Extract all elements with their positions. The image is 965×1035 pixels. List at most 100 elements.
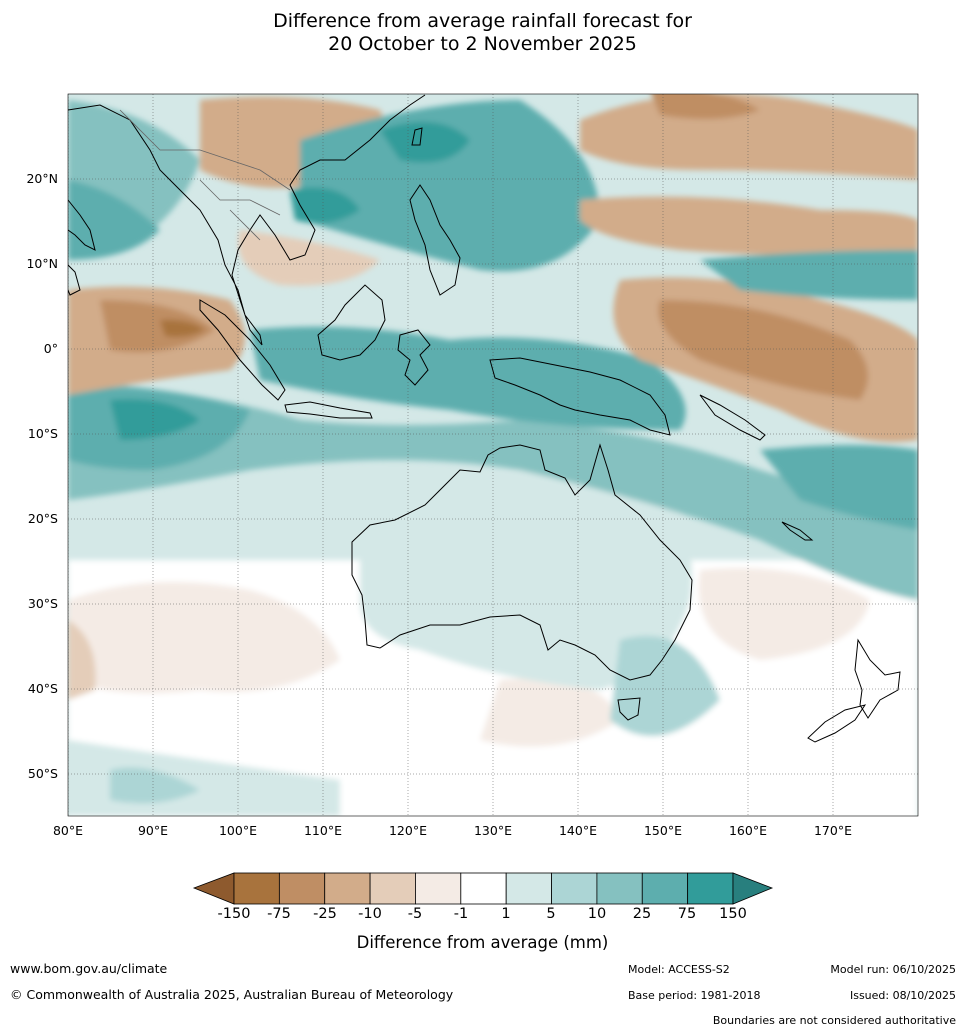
map-title-line2: 20 October to 2 November 2025 — [328, 33, 637, 55]
colorbar-box — [369, 872, 416, 905]
colorbar-label: 150 — [719, 906, 747, 922]
wet-max-south-china-sea — [290, 187, 360, 224]
lon-label-160e: 160°E — [728, 823, 767, 838]
website-link[interactable]: www.bom.gov.au/climate — [10, 961, 168, 976]
wet-west-pacific — [300, 100, 600, 272]
colorbar-label: -25 — [313, 906, 337, 922]
colorbar-box — [596, 872, 643, 905]
colorbar-label: -10 — [358, 906, 382, 922]
model-run-text: Model run: 06/10/2025 — [830, 963, 956, 976]
colorbar-box — [324, 872, 371, 905]
colorbar-box — [460, 872, 507, 905]
lat-label-20n: 20°N — [26, 171, 58, 186]
lat-label-50s: 50°S — [27, 766, 58, 781]
new-zealand-south-coastline — [807, 704, 867, 743]
borneo-coastline — [317, 284, 386, 361]
wet-max-indian-ocean — [110, 399, 200, 440]
wet-southeast-australia — [610, 636, 720, 736]
lon-label-110e: 110°E — [303, 823, 342, 838]
copyright-text: © Commonwealth of Australia 2025, Austra… — [10, 987, 454, 1002]
lat-label-20s: 20°S — [27, 511, 58, 526]
dry-core-indian-ocean — [100, 300, 215, 353]
colorbar-box — [278, 872, 326, 905]
colorbar-box — [415, 872, 462, 905]
taiwan-coastline — [411, 127, 423, 146]
sumatra-coastline — [199, 299, 286, 401]
colorbar-label: 75 — [677, 906, 697, 922]
dry-core-north-pacific — [651, 94, 760, 119]
dry-max-indian-ocean — [160, 319, 205, 338]
coastlines — [68, 94, 901, 743]
asia-mainland-coastline — [68, 94, 426, 346]
graticule — [68, 94, 918, 816]
sri-lanka-coastline — [68, 264, 81, 296]
lon-label-80e: 80°E — [52, 823, 84, 838]
lon-label-120e: 120°E — [388, 823, 427, 838]
map-frame — [67, 93, 919, 817]
lat-label-40s: 40°S — [27, 681, 58, 696]
lon-label-90e: 90°E — [137, 823, 169, 838]
colorbar-label: 10 — [587, 906, 607, 922]
lon-label-150e: 150°E — [643, 823, 682, 838]
lat-label-10n: 10°N — [26, 256, 58, 271]
colorbar-box — [551, 872, 598, 905]
wet-core-bay-of-bengal — [68, 180, 160, 260]
lon-label-100e: 100°E — [218, 823, 257, 838]
wet-south-pacific — [760, 445, 918, 530]
tasmania-coastline — [617, 697, 641, 721]
lat-label-30s: 30°S — [27, 596, 58, 611]
colorbar-label: -75 — [267, 906, 291, 922]
map-title-line1: Difference from average rainfall forecas… — [273, 10, 692, 32]
colorbar-title: Difference from average (mm) — [356, 933, 609, 952]
new-zealand-north-coastline — [854, 638, 901, 719]
colorbar-label: 25 — [632, 906, 652, 922]
wet-australia — [360, 450, 692, 690]
colorbar-label: 1 — [501, 906, 511, 922]
colorbar-label: -1 — [453, 906, 469, 922]
dry-patch-far-west — [68, 620, 96, 700]
colorbar-boxes — [233, 872, 734, 905]
boundaries-disclaimer: Boundaries are not considered authoritat… — [712, 1014, 956, 1027]
solomon-islands-coastline — [699, 394, 766, 441]
wet-max-west-pacific — [380, 122, 470, 163]
wet-band-tropics — [68, 380, 918, 600]
mainland-borders — [119, 109, 291, 241]
colorbar-box — [641, 872, 689, 905]
new-guinea-coastline — [489, 357, 671, 436]
colorbar-extend-high — [732, 872, 774, 905]
colorbar-box — [505, 872, 552, 905]
dry-band-pacific-15n — [580, 196, 918, 255]
wet-maritime-continent — [250, 326, 686, 430]
colorbar-label: -5 — [407, 906, 423, 922]
dry-south-china-sea — [238, 230, 380, 286]
dry-patch-southwest — [68, 582, 340, 694]
colorbar-box — [687, 872, 734, 905]
new-caledonia-coastline — [781, 521, 814, 541]
issued-text: Issued: 08/10/2025 — [849, 989, 956, 1002]
colorbar-label: -150 — [217, 906, 251, 922]
anomaly-fields — [68, 94, 918, 816]
dry-patch-south — [480, 678, 620, 747]
colorbar-label: 5 — [546, 906, 556, 922]
australia-coastline — [351, 443, 693, 681]
map-area — [68, 94, 918, 816]
philippines-coastline — [409, 184, 461, 296]
colorbar-box — [233, 872, 280, 905]
lat-label-0: 0° — [43, 341, 58, 356]
model-text: Model: ACCESS-S2 — [628, 963, 730, 976]
sulawesi-coastline — [397, 329, 431, 386]
java-coastline — [284, 401, 373, 419]
wet-band-pacific-8n — [700, 250, 918, 300]
colorbar-extend-low — [192, 872, 235, 905]
lon-label-170e: 170°E — [813, 823, 852, 838]
dry-patch-tasman — [698, 568, 870, 660]
country-borders — [119, 109, 291, 241]
india-coastline — [68, 199, 96, 251]
lat-label-10s: 10°S — [27, 426, 58, 441]
base-period-text: Base period: 1981-2018 — [628, 989, 761, 1002]
lon-label-140e: 140°E — [558, 823, 597, 838]
lon-label-130e: 130°E — [473, 823, 512, 838]
wet-patch-southern-ocean-2 — [110, 767, 200, 804]
colorbar — [192, 872, 774, 905]
